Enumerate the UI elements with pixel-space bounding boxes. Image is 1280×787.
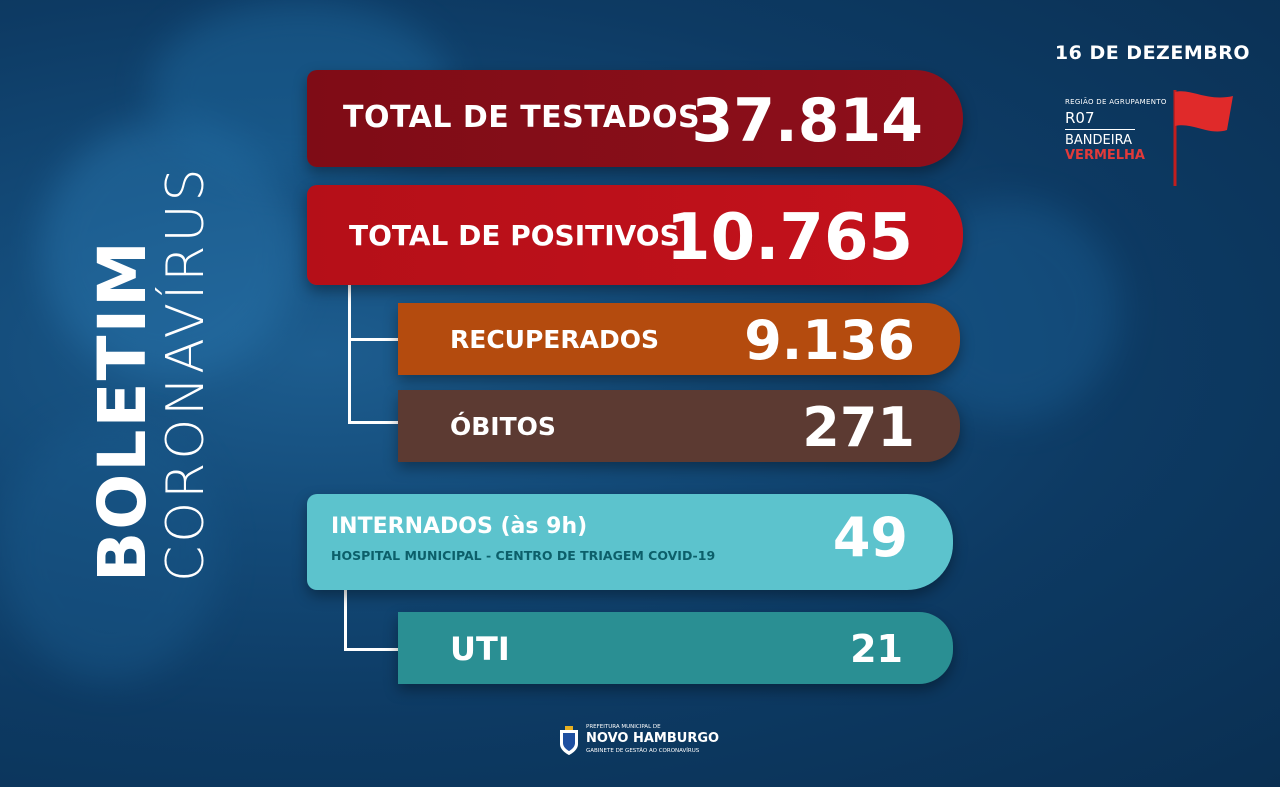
stat-total-testados: TOTAL DE TESTADOS 37.814: [307, 70, 963, 167]
title-coronavirus: CORONAVÍRUS: [160, 165, 212, 582]
stat-label: INTERNADOS (às 9h): [331, 514, 587, 539]
region-code: R07: [1065, 109, 1135, 130]
stat-recuperados: RECUPERADOS 9.136: [398, 303, 960, 375]
stat-internados: INTERNADOS (às 9h) HOSPITAL MUNICIPAL - …: [307, 494, 953, 590]
stat-obitos: ÓBITOS 271: [398, 390, 960, 462]
region-flag-block: REGIÃO DE AGRUPAMENTO R07 BANDEIRA VERME…: [1065, 98, 1240, 188]
connector-internados: [344, 580, 347, 650]
stat-value: 21: [850, 627, 903, 671]
date-label: 16 DE DEZEMBRO: [1055, 42, 1250, 64]
stat-label: RECUPERADOS: [450, 325, 659, 354]
stat-label: TOTAL DE TESTADOS: [343, 100, 700, 135]
title-boletim: BOLETIM: [90, 239, 156, 582]
footer-line1: PREFEITURA MUNICIPAL DE: [586, 724, 661, 730]
stat-value: 49: [833, 506, 908, 569]
stat-sublabel: HOSPITAL MUNICIPAL - CENTRO DE TRIAGEM C…: [331, 548, 715, 563]
stat-label: UTI: [450, 630, 510, 668]
city-crest-icon: [558, 726, 580, 756]
stat-value: 271: [802, 396, 915, 459]
red-flag-icon: [1169, 90, 1239, 190]
stat-uti: UTI 21: [398, 612, 953, 684]
connector-positivos: [348, 272, 351, 423]
footer-line3: GABINETE DE GESTÃO AO CORONAVÍRUS: [586, 748, 699, 754]
stat-label: TOTAL DE POSITIVOS: [349, 219, 680, 252]
stat-label: ÓBITOS: [450, 412, 556, 441]
stat-value: 10.765: [666, 201, 913, 275]
footer-line2: NOVO HAMBURGO: [586, 731, 719, 746]
footer-logo: PREFEITURA MUNICIPAL DE NOVO HAMBURGO GA…: [558, 722, 728, 762]
stat-total-positivos: TOTAL DE POSITIVOS 10.765: [307, 185, 963, 285]
stat-value: 9.136: [744, 309, 915, 372]
stat-value: 37.814: [691, 86, 923, 156]
